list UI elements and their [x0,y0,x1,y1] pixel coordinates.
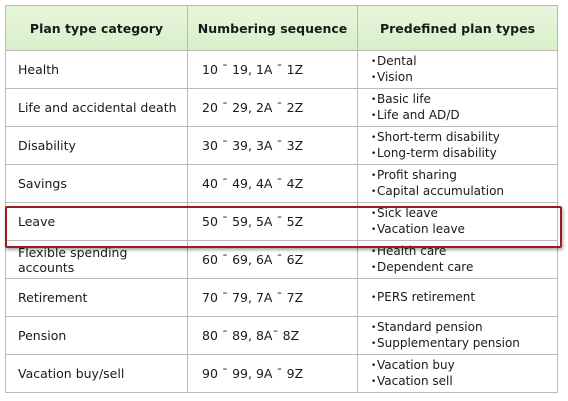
plan-type-item: Vision [371,70,557,86]
sequence-cell: 70 ˉ 79, 7A ˉ 7Z [187,278,358,317]
sequence-cell: 90 ˉ 99, 9A ˉ 9Z [187,354,358,393]
category-cell: Pension [5,316,188,355]
column-header-numbering: Numbering sequence [187,5,358,51]
table-row: Pension 80 ˉ 89, 8Aˉ 8Z Standard pension… [5,316,558,355]
category-cell: Life and accidental death [5,88,188,127]
plan-type-item: Profit sharing [371,168,557,184]
category-cell: Health [5,50,188,89]
sequence-cell: 40 ˉ 49, 4A ˉ 4Z [187,164,358,203]
column-header-category: Plan type category [5,5,188,51]
table-row: Vacation buy/sell 90 ˉ 99, 9A ˉ 9Z Vacat… [5,354,558,393]
plan-types-cell: Vacation buy Vacation sell [357,354,558,393]
plan-type-item: Long-term disability [371,146,557,162]
plan-type-table: Plan type category Numbering sequence Pr… [5,5,558,393]
table-row: Disability 30 ˉ 39, 3A ˉ 3Z Short-term d… [5,126,558,165]
category-cell: Flexible spending accounts [5,240,188,279]
plan-type-item: PERS retirement [371,290,557,306]
category-cell: Savings [5,164,188,203]
table-row-highlighted: Leave 50 ˉ 59, 5A ˉ 5Z Sick leave Vacati… [5,202,558,241]
plan-types-cell: Profit sharing Capital accumulation [357,164,558,203]
plan-type-item: Dependent care [371,260,557,276]
sequence-cell: 30 ˉ 39, 3A ˉ 3Z [187,126,358,165]
plan-type-item: Basic life [371,92,557,108]
table-row: Flexible spending accounts 60 ˉ 69, 6A ˉ… [5,240,558,279]
column-header-plan-types: Predefined plan types [357,5,558,51]
plan-type-item: Life and AD/D [371,108,557,124]
sequence-cell: 60 ˉ 69, 6A ˉ 6Z [187,240,358,279]
plan-types-cell: Health care Dependent care [357,240,558,279]
plan-type-item: Supplementary pension [371,336,557,352]
plan-type-item: Short-term disability [371,130,557,146]
plan-type-item: Vacation leave [371,222,557,238]
plan-types-cell: PERS retirement [357,278,558,317]
category-cell: Disability [5,126,188,165]
sequence-cell: 80 ˉ 89, 8Aˉ 8Z [187,316,358,355]
category-cell: Retirement [5,278,188,317]
category-cell: Vacation buy/sell [5,354,188,393]
plan-type-table-container: Plan type category Numbering sequence Pr… [5,5,562,397]
sequence-cell: 50 ˉ 59, 5A ˉ 5Z [187,202,358,241]
table-row: Life and accidental death 20 ˉ 29, 2A ˉ … [5,88,558,127]
category-cell: Leave [5,202,188,241]
plan-types-cell: Short-term disability Long-term disabili… [357,126,558,165]
plan-type-item: Vacation buy [371,358,557,374]
plan-types-cell: Basic life Life and AD/D [357,88,558,127]
plan-types-cell: Sick leave Vacation leave [357,202,558,241]
sequence-cell: 10 ˉ 19, 1A ˉ 1Z [187,50,358,89]
plan-type-item: Health care [371,244,557,260]
plan-type-item: Capital accumulation [371,184,557,200]
table-row: Savings 40 ˉ 49, 4A ˉ 4Z Profit sharing … [5,164,558,203]
sequence-cell: 20 ˉ 29, 2A ˉ 2Z [187,88,358,127]
plan-type-item: Standard pension [371,320,557,336]
plan-type-item: Vacation sell [371,374,557,390]
table-row: Retirement 70 ˉ 79, 7A ˉ 7Z PERS retirem… [5,278,558,317]
table-header-row: Plan type category Numbering sequence Pr… [5,5,558,51]
plan-types-cell: Dental Vision [357,50,558,89]
plan-type-item: Sick leave [371,206,557,222]
plan-types-cell: Standard pension Supplementary pension [357,316,558,355]
table-row: Health 10 ˉ 19, 1A ˉ 1Z Dental Vision [5,50,558,89]
plan-type-item: Dental [371,54,557,70]
